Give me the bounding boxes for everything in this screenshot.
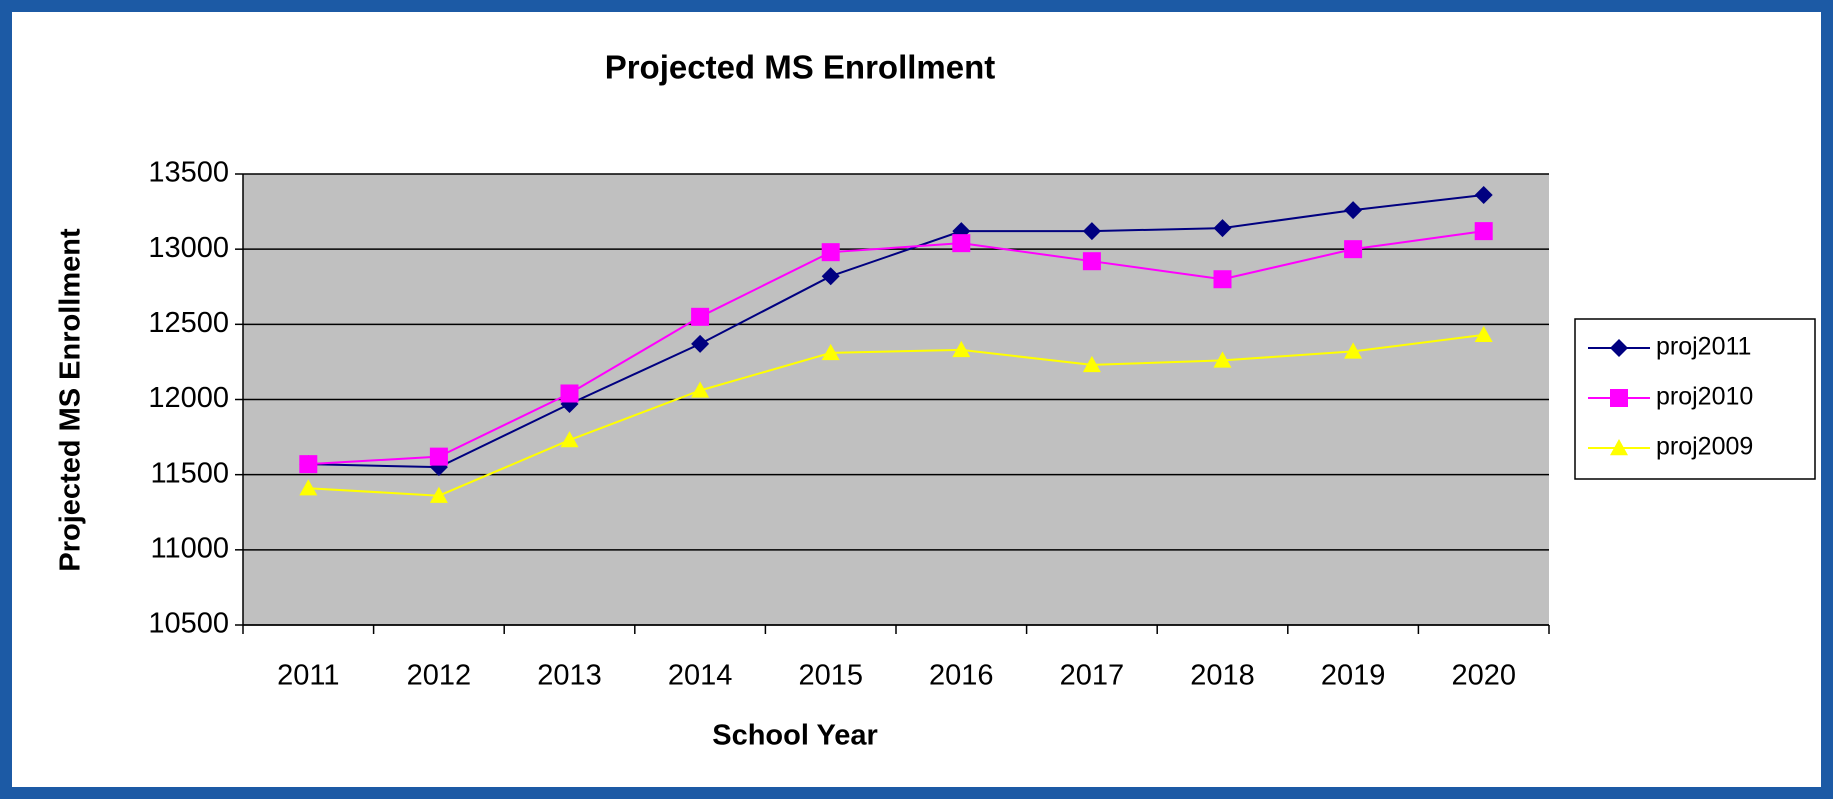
series-line <box>308 333 1484 497</box>
chart-title: Projected MS Enrollment <box>605 49 996 86</box>
x-tick-label: 2018 <box>1190 660 1255 692</box>
legend-label: proj2009 <box>1656 433 1753 461</box>
marker <box>691 381 710 398</box>
marker <box>952 340 971 358</box>
y-tick-label: 12500 <box>148 307 229 339</box>
marker <box>952 234 971 253</box>
marker <box>821 267 840 286</box>
legend-label: proj2011 <box>1656 333 1751 361</box>
x-tick-label: 2011 <box>277 660 339 692</box>
marker <box>1082 252 1101 271</box>
marker <box>299 455 318 474</box>
marker <box>1082 222 1101 241</box>
marker <box>1474 325 1493 343</box>
x-tick-label: 2013 <box>537 660 602 692</box>
x-tick-label: 2012 <box>407 660 472 692</box>
x-tick-label: 2014 <box>668 660 733 692</box>
marker <box>691 334 710 353</box>
y-tick-label: 12000 <box>148 382 229 414</box>
x-tick-label: 2020 <box>1451 660 1516 692</box>
marker <box>1344 342 1363 359</box>
series-line <box>308 230 1484 466</box>
y-axis-title: Projected MS Enrollment <box>55 228 87 572</box>
marker <box>560 384 579 403</box>
y-tick-label: 11500 <box>151 457 230 489</box>
marker <box>1610 339 1628 357</box>
x-tick-label: 2016 <box>929 660 994 692</box>
marker <box>1213 270 1232 289</box>
y-tick-label: 13500 <box>148 157 229 189</box>
marker <box>429 447 448 466</box>
marker <box>299 479 318 496</box>
x-tick-label: 2015 <box>798 660 863 692</box>
y-tick-label: 13000 <box>148 232 229 264</box>
marker <box>429 486 448 503</box>
marker <box>1610 439 1628 456</box>
marker <box>1082 355 1101 373</box>
marker <box>1610 389 1628 407</box>
marker <box>821 343 840 361</box>
marker <box>1474 186 1493 205</box>
marker <box>1474 222 1493 241</box>
marker <box>691 307 710 326</box>
series-line <box>308 194 1484 469</box>
marker <box>560 431 579 448</box>
marker <box>1344 201 1363 220</box>
y-tick-label: 11000 <box>151 532 230 564</box>
y-tick-label: 10500 <box>148 608 229 640</box>
legend-label: proj2010 <box>1656 383 1753 411</box>
marker <box>1213 351 1232 368</box>
x-tick-label: 2017 <box>1060 660 1125 692</box>
x-tick-label: 2019 <box>1321 660 1386 692</box>
marker <box>821 243 840 262</box>
x-axis-title: School Year <box>712 720 878 752</box>
marker <box>1213 219 1232 238</box>
marker <box>1344 240 1363 259</box>
